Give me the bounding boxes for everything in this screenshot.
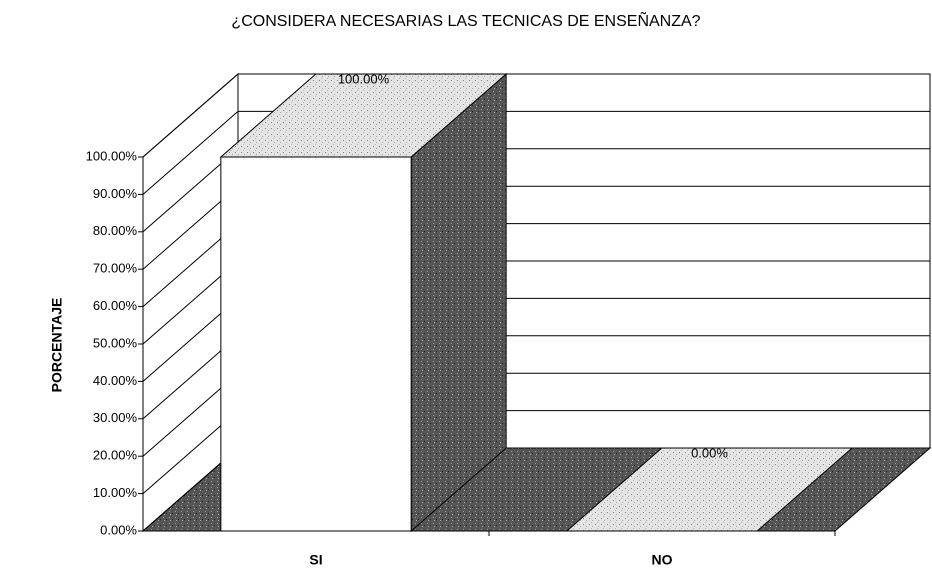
y-tick-label: 90.00% [93,186,138,201]
y-tick-label: 70.00% [93,261,138,276]
bar-top [565,447,854,532]
y-tick-label: 60.00% [93,298,138,313]
y-tick-label: 30.00% [93,410,138,425]
bar-top [219,73,508,158]
grid-line [142,110,930,195]
y-tick-label: 20.00% [93,448,138,463]
value-label: 100.00% [338,71,390,86]
y-tick-label: 80.00% [93,223,138,238]
chart-title: ¿CONSIDERA NECESARIAS LAS TECNICAS DE EN… [231,10,700,30]
value-label: 0.00% [691,445,728,460]
y-tick-label: 40.00% [93,373,138,388]
x-tick-label: NO [652,552,673,568]
y-tick-label: 50.00% [93,335,138,350]
bar [220,156,412,532]
y-tick-label: 10.00% [93,485,138,500]
y-axis-label: PORCENTAJE [49,298,65,393]
grid-line [142,73,930,158]
x-tick-label: SI [309,552,322,568]
y-tick-label: 0.00% [100,522,137,537]
y-tick-label: 100.00% [86,148,138,163]
